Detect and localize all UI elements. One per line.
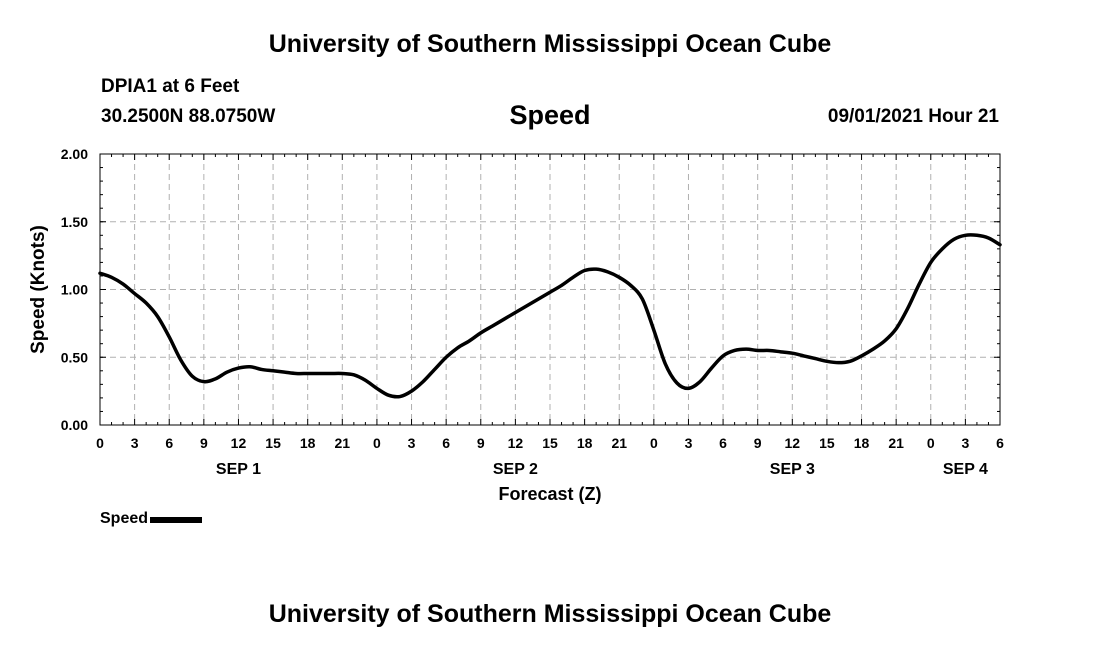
x-tick-label: 15	[542, 435, 558, 451]
legend: Speed	[100, 510, 203, 528]
y-tick-label: 1.00	[61, 282, 88, 298]
x-tick-label: 3	[961, 435, 969, 451]
x-tick-label: 3	[131, 435, 139, 451]
x-tick-label: 3	[408, 435, 416, 451]
y-tick-label: 1.50	[61, 214, 88, 230]
x-tick-label: 18	[854, 435, 870, 451]
x-tick-label: 21	[611, 435, 627, 451]
grid-layer	[100, 154, 1000, 425]
x-tick-label: 12	[508, 435, 524, 451]
date-label: SEP 3	[770, 461, 815, 478]
x-tick-label: 18	[300, 435, 316, 451]
station-coordinates: 30.2500N 88.0750W	[101, 106, 276, 127]
station-label: DPIA1 at 6 Feet	[101, 76, 240, 97]
x-tick-label: 15	[819, 435, 835, 451]
x-tick-label: 0	[927, 435, 935, 451]
x-tick-label: 6	[165, 435, 173, 451]
footer-title: University of Southern Mississippi Ocean…	[268, 600, 832, 628]
x-tick-label: 21	[888, 435, 904, 451]
legend-swatch	[150, 517, 203, 523]
date-label: SEP 4	[943, 461, 988, 478]
x-tick-label: 21	[335, 435, 351, 451]
x-tick-label: 9	[200, 435, 208, 451]
plot-frame	[99, 153, 1001, 426]
x-tick-label: 12	[785, 435, 801, 451]
x-axis-label: Forecast (Z)	[498, 484, 601, 504]
x-tick-label: 9	[754, 435, 762, 451]
y-tick-label: 0.00	[61, 417, 88, 433]
x-tick-label: 9	[477, 435, 485, 451]
axis-layer	[99, 153, 1001, 426]
x-tick-label: 0	[650, 435, 658, 451]
speed-series-line	[98, 233, 1002, 399]
legend-label: Speed	[100, 510, 149, 527]
label-layer: 0 3 6 9 12 15 18 21 0 3 6 9 12 15 18 21 0 3 6 9 12 15 18 21 0 3 6 0…	[28, 146, 1004, 504]
main-title: University of Southern Mississippi Ocean…	[268, 30, 832, 58]
y-tick-label: 2.00	[61, 146, 88, 162]
x-tick-label: 15	[265, 435, 281, 451]
x-tick-label: 0	[96, 435, 104, 451]
x-tick-label: 6	[442, 435, 450, 451]
chart-title: Speed	[509, 100, 591, 130]
date-label: SEP 1	[216, 461, 261, 478]
x-tick-label: 12	[231, 435, 247, 451]
y-axis-label: Speed (Knots)	[28, 225, 49, 354]
series-layer	[98, 233, 1002, 399]
x-tick-label: 0	[373, 435, 381, 451]
x-tick-label: 6	[996, 435, 1004, 451]
x-tick-label: 6	[719, 435, 727, 451]
date-label: SEP 2	[493, 461, 538, 478]
y-tick-label: 0.50	[61, 349, 88, 365]
x-tick-label: 18	[577, 435, 593, 451]
forecast-timestamp: 09/01/2021 Hour 21	[827, 106, 999, 127]
x-tick-label: 3	[685, 435, 693, 451]
